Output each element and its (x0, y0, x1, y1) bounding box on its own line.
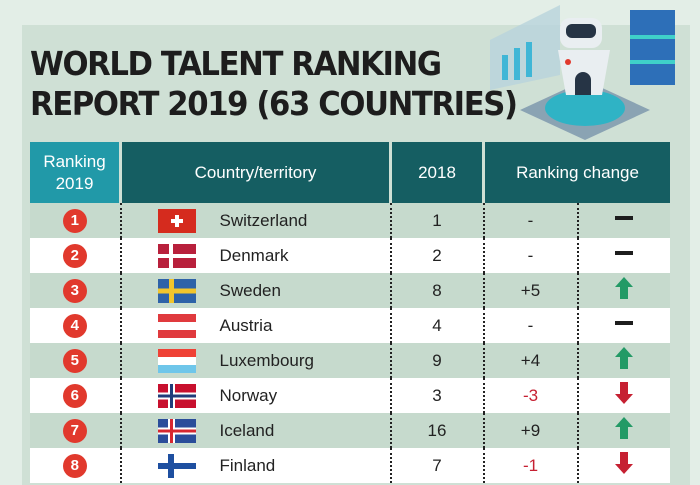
country-cell: Finland (120, 448, 392, 483)
header-ranking-change: Ranking change (483, 142, 670, 203)
dash-icon (615, 216, 634, 220)
rank-cell: 4 (30, 308, 122, 343)
trend-cell (577, 448, 670, 483)
country-name: Iceland (219, 420, 275, 440)
country-name: Denmark (219, 245, 289, 265)
ranking-change-value: - (483, 308, 579, 343)
rank-cell: 1 (30, 203, 122, 238)
sweden-flag-icon (157, 278, 196, 303)
country-cell: Norway (120, 378, 392, 413)
switzerland-flag-icon (157, 208, 196, 233)
rank-2018: 9 (390, 343, 485, 378)
title-line-1: WORLD TALENT RANKING (30, 44, 442, 83)
luxembourg-flag-icon (157, 348, 196, 373)
rank-badge: 1 (62, 208, 87, 233)
rank-cell: 6 (30, 378, 122, 413)
country-name: Switzerland (219, 210, 308, 230)
denmark-flag-icon (157, 243, 196, 268)
table-row: 3 Sweden 8 +5 (30, 273, 670, 308)
table-row: 2 Denmark 2- (30, 238, 670, 273)
rank-badge: 7 (62, 418, 87, 443)
rank-2018: 1 (390, 203, 485, 238)
rank-2018: 3 (390, 378, 485, 413)
arrow-down-icon (615, 382, 634, 404)
ranking-change-value: +9 (483, 413, 579, 448)
ranking-change-value: -1 (483, 448, 579, 483)
rank-badge: 3 (62, 278, 87, 303)
country-name: Luxembourg (219, 350, 315, 370)
ranking-change-value: - (483, 203, 579, 238)
header-rank-line1: Ranking (43, 151, 106, 171)
ranking-change-value: +4 (483, 343, 579, 378)
rank-2018: 4 (390, 308, 485, 343)
table-row: 7 Iceland 16 +9 (30, 413, 670, 448)
dash-icon (615, 251, 634, 255)
rank-badge: 6 (62, 383, 87, 408)
country-cell: Austria (120, 308, 392, 343)
country-cell: Denmark (120, 238, 392, 273)
table-row: 1 Switzerland 1- (30, 203, 670, 238)
iceland-flag-icon (157, 418, 196, 443)
trend-cell (577, 378, 670, 413)
country-name: Sweden (219, 280, 281, 300)
country-cell: Luxembourg (120, 343, 392, 378)
arrow-down-icon (615, 452, 634, 474)
robot-illustration (490, 5, 675, 140)
country-cell: Iceland (120, 413, 392, 448)
rank-cell: 7 (30, 413, 122, 448)
rank-2018: 16 (390, 413, 485, 448)
dash-icon (615, 321, 634, 325)
arrow-up-icon (615, 277, 634, 299)
country-name: Finland (219, 455, 276, 475)
rank-badge: 4 (62, 313, 87, 338)
header-country: Country/territory (120, 142, 392, 203)
table-row: 5 Luxembourg 9 +4 (30, 343, 670, 378)
title-line-2: REPORT 2019 (63 COUNTRIES) (30, 84, 518, 123)
header-ranking-2019: Ranking 2019 (30, 142, 122, 203)
rank-2018: 2 (390, 238, 485, 273)
trend-cell (577, 308, 670, 343)
trend-cell (577, 413, 670, 448)
country-cell: Sweden (120, 273, 392, 308)
country-cell: Switzerland (120, 203, 392, 238)
arrow-up-icon (615, 417, 634, 439)
rank-cell: 5 (30, 343, 122, 378)
table-row: 6 Norway 3 -3 (30, 378, 670, 413)
finland-flag-icon (157, 453, 196, 478)
ranking-change-value: -3 (483, 378, 579, 413)
table-row: 8 Finland 7 -1 (30, 448, 670, 483)
rank-cell: 8 (30, 448, 122, 483)
norway-flag-icon (157, 383, 196, 408)
rank-2018: 8 (390, 273, 485, 308)
trend-cell (577, 273, 670, 308)
header-2018: 2018 (390, 142, 485, 203)
arrow-up-icon (615, 347, 634, 369)
country-name: Austria (219, 315, 273, 335)
rank-cell: 2 (30, 238, 122, 273)
page-title: WORLD TALENT RANKING REPORT 2019 (63 COU… (30, 44, 518, 124)
ranking-table: Ranking 2019 Country/territory 2018 Ranki… (30, 142, 670, 483)
rank-2018: 7 (390, 448, 485, 483)
country-name: Norway (219, 385, 278, 405)
ranking-change-value: +5 (483, 273, 579, 308)
austria-flag-icon (157, 313, 196, 338)
trend-cell (577, 203, 670, 238)
trend-cell (577, 343, 670, 378)
ranking-change-value: - (483, 238, 579, 273)
trend-cell (577, 238, 670, 273)
rank-cell: 3 (30, 273, 122, 308)
rank-badge: 5 (62, 348, 87, 373)
rank-badge: 2 (62, 243, 87, 268)
table-row: 4 Austria 4- (30, 308, 670, 343)
header-rank-line2: 2019 (55, 173, 94, 193)
rank-badge: 8 (62, 453, 87, 478)
